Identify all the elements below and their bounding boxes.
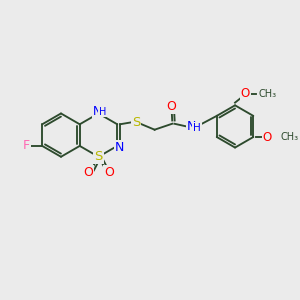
Text: N: N	[115, 141, 124, 154]
Text: S: S	[94, 150, 103, 163]
Text: H: H	[193, 123, 201, 133]
Text: O: O	[83, 166, 93, 179]
Text: F: F	[22, 140, 29, 152]
Text: O: O	[241, 88, 250, 100]
Text: CH₃: CH₃	[259, 89, 277, 99]
Text: O: O	[167, 100, 177, 113]
Text: H: H	[99, 106, 106, 117]
Text: O: O	[104, 166, 114, 179]
Text: S: S	[132, 116, 140, 129]
Text: N: N	[93, 105, 101, 118]
Text: N: N	[187, 120, 196, 133]
Text: CH₃: CH₃	[281, 132, 299, 142]
Text: O: O	[263, 130, 272, 143]
